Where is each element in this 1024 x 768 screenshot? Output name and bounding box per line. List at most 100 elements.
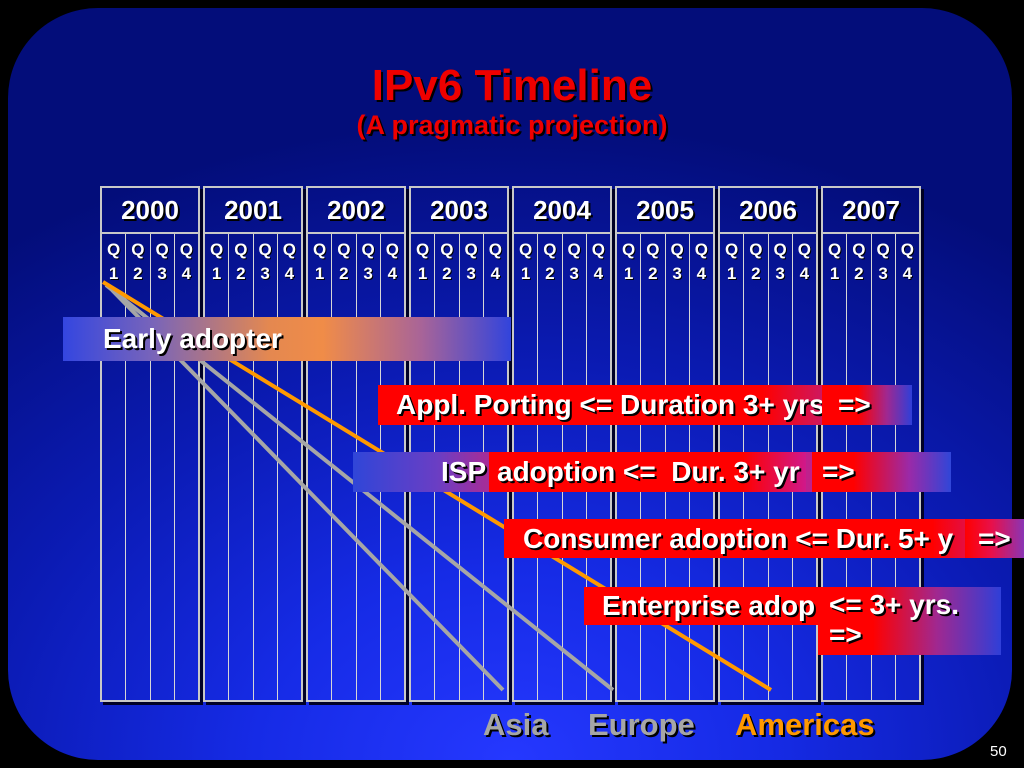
quarter-letter: Q bbox=[385, 240, 399, 259]
quarter-number: 3 bbox=[775, 264, 785, 283]
quarter-number: 1 bbox=[726, 264, 737, 283]
year-label: 2001 bbox=[205, 188, 301, 234]
quarter-number: 4 bbox=[902, 264, 913, 283]
region-label-europe: Europe bbox=[588, 707, 695, 742]
quarter-number: 2 bbox=[648, 264, 658, 283]
quarter-letter: Q bbox=[876, 240, 890, 259]
quarter-number: 1 bbox=[108, 264, 119, 283]
quarter-letter: Q bbox=[567, 240, 581, 259]
consumer-adoption-arrow-box: => bbox=[965, 519, 1024, 558]
quarter-letter: Q bbox=[258, 240, 272, 259]
quarter-letter: Q bbox=[622, 240, 636, 259]
slide-title: IPv6 Timeline bbox=[371, 61, 653, 110]
quarter-number: 3 bbox=[363, 264, 373, 283]
quarter-number: 4 bbox=[593, 264, 604, 283]
quarter-number: 4 bbox=[387, 264, 398, 283]
enterprise-adoption-duration-box: <= 3+ yrs. => bbox=[818, 587, 1001, 655]
year-label: 2007 bbox=[823, 188, 919, 234]
application-porting-bar: Appl. Porting <= Duration 3+ yrs bbox=[378, 385, 830, 425]
application-porting-label: Appl. Porting <= Duration 3+ yrs bbox=[396, 389, 825, 420]
quarter-letter: Q bbox=[488, 240, 502, 259]
quarter-letter: Q bbox=[543, 240, 557, 259]
quarter-letter: Q bbox=[361, 240, 375, 259]
timeline-grid: 2000 Q 1 Q 2 Q 3 Q 4 2001 Q 1 Q 2 Q 3 Q 4 2002 Q 1 Q 2 Q 3 Q 4 2003… bbox=[100, 186, 924, 704]
year-column: 2000 Q 1 Q 2 Q 3 Q 4 bbox=[100, 186, 200, 702]
quarter-number: 2 bbox=[236, 264, 246, 283]
quarter-number: 3 bbox=[672, 264, 682, 283]
quarter-number: 4 bbox=[696, 264, 707, 283]
quarter-number: 2 bbox=[133, 264, 143, 283]
enterprise-adoption-bar: Enterprise adop bbox=[584, 587, 820, 625]
early-adopter-bar: Early adopter bbox=[63, 317, 511, 361]
quarter-letter: Q bbox=[797, 240, 811, 259]
quarter-letter: Q bbox=[646, 240, 660, 259]
quarter-letter: Q bbox=[464, 240, 478, 259]
isp-adoption-duration-box: adoption <= Dur. 3+ yr bbox=[489, 452, 806, 492]
quarter-number: 3 bbox=[569, 264, 579, 283]
enterprise-adoption-arrow: => bbox=[829, 619, 862, 650]
quarter-letter: Q bbox=[852, 240, 866, 259]
slide-subtitle: (A pragmatic projection) bbox=[356, 110, 668, 140]
quarter-letter: Q bbox=[519, 240, 533, 259]
quarter-number: 1 bbox=[829, 264, 840, 283]
enterprise-adoption-label: Enterprise adop bbox=[602, 590, 816, 621]
quarter-number: 1 bbox=[211, 264, 222, 283]
quarter-number: 4 bbox=[181, 264, 192, 283]
quarter-letter: Q bbox=[416, 240, 430, 259]
year-label: 2003 bbox=[411, 188, 507, 234]
consumer-adoption-arrow: => bbox=[978, 523, 1011, 554]
quarter-letter: Q bbox=[282, 240, 296, 259]
isp-adoption-arrow: => bbox=[822, 456, 855, 487]
quarter-number: 3 bbox=[466, 264, 476, 283]
quarter-letter: Q bbox=[210, 240, 224, 259]
quarter-letter: Q bbox=[234, 240, 248, 259]
quarter-letter: Q bbox=[694, 240, 708, 259]
year-label: 2000 bbox=[102, 188, 198, 234]
quarter-letter: Q bbox=[337, 240, 351, 259]
quarter-number: 4 bbox=[284, 264, 295, 283]
quarter-letter: Q bbox=[107, 240, 121, 259]
year-label: 2005 bbox=[617, 188, 713, 234]
quarter-number: 1 bbox=[417, 264, 428, 283]
quarter-number: 3 bbox=[260, 264, 270, 283]
quarter-number: 1 bbox=[314, 264, 325, 283]
year-label: 2002 bbox=[308, 188, 404, 234]
quarter-letter: Q bbox=[313, 240, 327, 259]
isp-adoption-prefix: ISP bbox=[441, 456, 487, 487]
quarter-letter: Q bbox=[440, 240, 454, 259]
application-porting-arrow: => bbox=[838, 389, 871, 420]
quarter-letter: Q bbox=[828, 240, 842, 259]
quarter-number: 1 bbox=[520, 264, 531, 283]
quarter-number: 3 bbox=[878, 264, 888, 283]
quarter-letter: Q bbox=[670, 240, 684, 259]
quarter-letter: Q bbox=[179, 240, 193, 259]
page-number: 50 bbox=[990, 743, 1007, 760]
enterprise-adoption-duration: <= 3+ yrs. bbox=[829, 589, 960, 620]
quarter-number: 2 bbox=[545, 264, 555, 283]
quarter-number: 2 bbox=[442, 264, 452, 283]
quarter-number: 2 bbox=[751, 264, 761, 283]
quarter-number: 4 bbox=[799, 264, 810, 283]
application-porting-arrow-box: => bbox=[822, 385, 912, 425]
quarter-letter: Q bbox=[155, 240, 169, 259]
region-label-asia: Asia bbox=[483, 707, 549, 742]
quarter-letter: Q bbox=[900, 240, 914, 259]
quarter-number: 2 bbox=[854, 264, 864, 283]
quarter-letter: Q bbox=[131, 240, 145, 259]
quarter-number: 1 bbox=[623, 264, 634, 283]
isp-adoption-label: adoption <= Dur. 3+ yr bbox=[497, 456, 800, 487]
